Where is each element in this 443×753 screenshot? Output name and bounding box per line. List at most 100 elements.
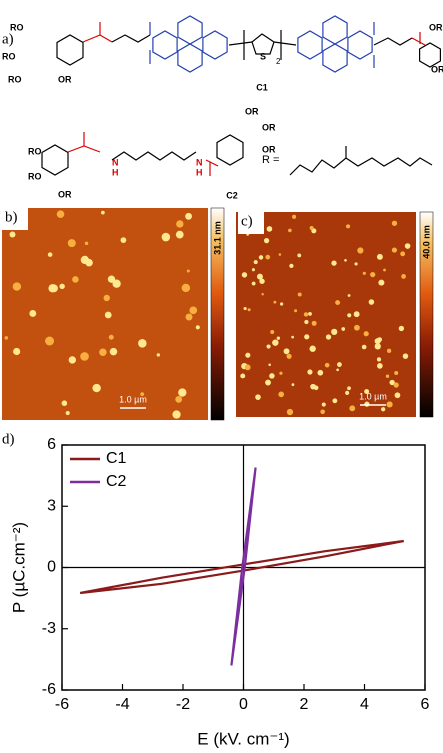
afm-particle (56, 210, 65, 218)
afm-particle (311, 320, 317, 326)
afm-particle (357, 247, 364, 254)
substituent: RO (2, 51, 16, 61)
ring (41, 144, 69, 176)
afm-particle (291, 335, 295, 339)
afm-images: 31.1 nm b) 1.0 µm 40.0 nm c) 1.0 µm (2, 204, 434, 421)
afm-particle (185, 313, 193, 321)
y-tick-label: -6 (42, 681, 56, 698)
x-tick-label: 4 (360, 696, 369, 713)
afm-particle (310, 383, 316, 390)
afm-particle (279, 371, 283, 375)
afm-particle (80, 255, 90, 265)
afm-particle (400, 251, 406, 257)
afm-particle (391, 220, 398, 226)
afm-particle (368, 299, 375, 305)
afm-particle (309, 226, 314, 231)
afm-particle (346, 224, 351, 229)
afm-particle (265, 379, 271, 386)
hysteresis-plot: d) -6 -4 -2 0 2 4 6 -6 -3 0 3 6 C1 C2 E (kV. cm⁻¹) P (µC… (2, 431, 430, 748)
afm-particle (309, 345, 316, 352)
afm-particle (347, 386, 351, 391)
afm-particle (297, 292, 302, 297)
afm-particle (303, 312, 309, 317)
ring (177, 43, 203, 73)
bond (67, 145, 101, 153)
ring (322, 43, 348, 73)
ring (216, 134, 244, 166)
afm-particle (263, 238, 270, 244)
afm-particle (259, 278, 265, 284)
atom: S (260, 51, 266, 61)
afm-particle (344, 259, 347, 262)
afm-particle (291, 383, 295, 387)
afm-particle (251, 268, 255, 272)
afm-particle (175, 230, 184, 239)
afm-particle (59, 283, 65, 290)
r-definition: R = (262, 154, 279, 166)
afm-particle (381, 407, 386, 412)
afm-particle (289, 263, 294, 269)
afm-particle (67, 239, 76, 248)
afm-particle (393, 382, 399, 388)
afm-particle (175, 395, 183, 403)
afm-particle (109, 347, 118, 356)
afm-particle (377, 337, 383, 342)
panel-label-box (2, 204, 28, 230)
afm-particle (245, 352, 251, 358)
atom: H (112, 167, 119, 177)
plot-frame (61, 444, 426, 691)
afm-particle (394, 392, 401, 399)
afm-particle (48, 284, 57, 293)
afm-particle (345, 390, 350, 395)
afm-particle (276, 336, 281, 340)
afm-particle (283, 348, 290, 355)
afm-particle (320, 409, 325, 415)
atom: H (196, 167, 203, 177)
substituent: RO (8, 74, 22, 84)
ring (297, 30, 323, 60)
y-tick-label: 0 (47, 559, 56, 576)
afm-particle (244, 364, 251, 371)
afm-particle (294, 309, 298, 313)
afm-particle (391, 247, 398, 253)
colorbar-max: 40.0 nm (421, 225, 431, 259)
x-axis-label: E (kV. cm⁻¹) (197, 729, 289, 748)
colorbar (419, 211, 434, 418)
afm-particle (120, 237, 127, 243)
panel-label: d) (2, 431, 15, 447)
bond (111, 151, 197, 161)
scale-bar-label: 1.0 µm (119, 394, 147, 404)
ring (322, 15, 348, 45)
afm-particle (273, 300, 277, 304)
afm-particle (389, 379, 395, 386)
x-tick-label: 6 (421, 696, 430, 713)
ring (419, 42, 441, 68)
afm-particle (292, 214, 297, 219)
legend-label: C1 (106, 450, 127, 467)
afm-particle (268, 363, 271, 367)
legend-label: C2 (106, 473, 127, 490)
afm-particle (280, 302, 284, 306)
y-tick-label: 6 (47, 436, 56, 453)
atom: N (112, 157, 119, 167)
afm-particle (370, 271, 376, 278)
compound-label: C1 (256, 82, 268, 92)
atom: N (196, 157, 203, 167)
bond (82, 34, 113, 43)
afm-particle (362, 271, 366, 275)
afm-particle (176, 220, 184, 228)
afm-particle (378, 279, 385, 286)
afm-particle (265, 254, 271, 260)
substituent: OR (429, 22, 443, 32)
afm-particle (186, 269, 190, 273)
colorbar (210, 207, 225, 421)
afm-particle (178, 388, 187, 397)
afm-particle (72, 276, 79, 283)
afm-particle (376, 357, 382, 362)
afm-particle (341, 327, 346, 331)
thiophene (251, 33, 275, 55)
x-tick-label: 2 (300, 696, 309, 713)
panel-label: b) (5, 209, 18, 225)
afm-particle (61, 400, 68, 406)
afm-particle (401, 274, 406, 279)
